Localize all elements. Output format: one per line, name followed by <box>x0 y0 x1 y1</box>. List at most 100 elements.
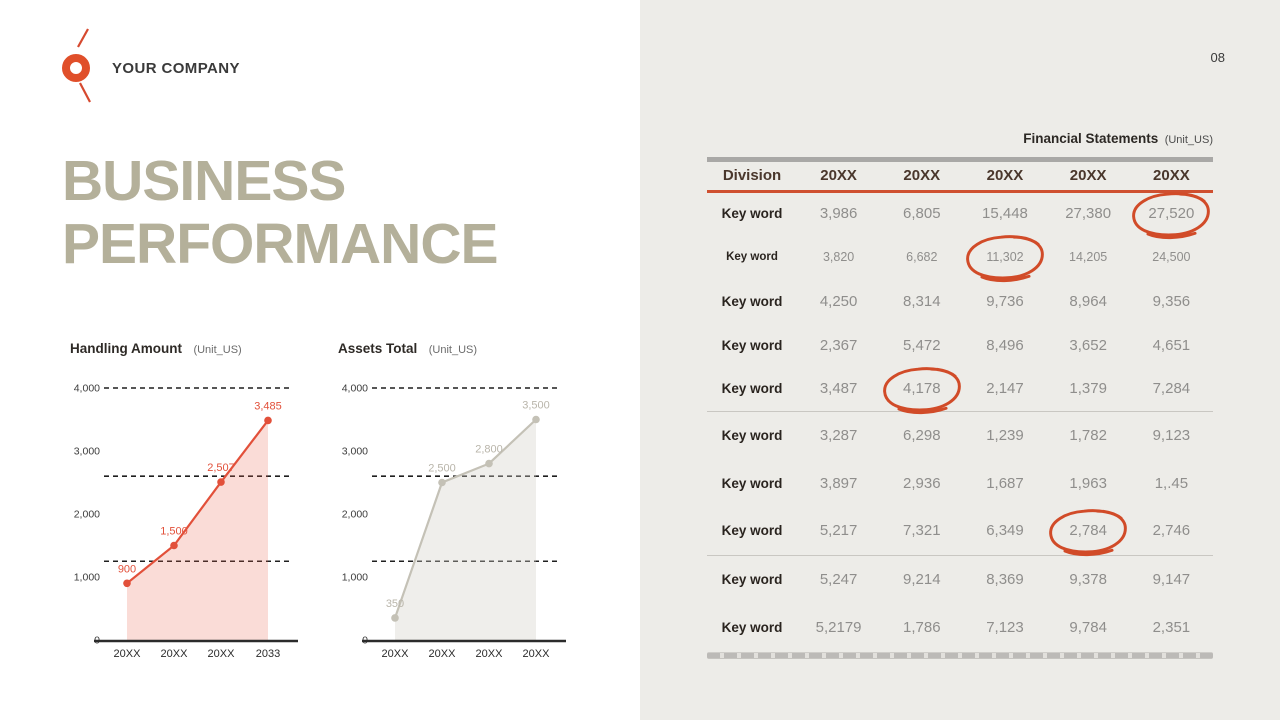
table-cell: 3,652 <box>1069 336 1107 354</box>
table-cell: 4,178 <box>880 366 964 414</box>
table-cell: 2,784 <box>1046 507 1130 556</box>
right-panel: 08 Financial Statements (Unit_US) Divisi… <box>640 0 1280 720</box>
table-cell: 2,746 <box>1129 507 1213 556</box>
table-cell: 6,298 <box>903 426 941 444</box>
row-label: Key word <box>721 427 783 443</box>
logo-ring-icon <box>62 28 91 103</box>
table-cell: 9,356 <box>1152 292 1191 310</box>
row-label: Key word <box>707 367 797 412</box>
svg-text:4,000: 4,000 <box>342 383 368 395</box>
highlight-circle-annotation <box>1049 508 1127 556</box>
table-cell: 1,782 <box>1069 426 1107 444</box>
column-header: 20XX <box>963 162 1047 193</box>
table-head: Division 20XX 20XX 20XX 20XX 20XX <box>707 162 1213 193</box>
assets-total-chart: 01,0002,0003,0004,00035020XX2,50020XX2,8… <box>342 383 566 660</box>
svg-text:20XX: 20XX <box>382 648 410 660</box>
table-cell: 4,651 <box>1152 336 1191 354</box>
row-label: Key word <box>721 619 783 635</box>
table-cell: 8,964 <box>1069 292 1107 310</box>
svg-text:20XX: 20XX <box>523 648 551 660</box>
table-cell: 1,379 <box>1046 367 1130 412</box>
table-cell: 3,287 <box>819 426 858 444</box>
table-row: Key word 3,897 2,936 1,687 1,963 1,.45 <box>707 459 1213 507</box>
svg-text:2033: 2033 <box>256 648 280 660</box>
svg-text:2,500: 2,500 <box>428 463 456 475</box>
row-label: Key word <box>721 475 783 491</box>
column-header: 20XX <box>1046 162 1130 193</box>
table-row: Key word 5,2179 1,786 7,123 9,784 2,351 <box>707 603 1213 651</box>
table-cell: 9,784 <box>1069 618 1107 636</box>
table-cell: 9,147 <box>1152 570 1191 588</box>
svg-text:900: 900 <box>118 563 136 575</box>
slide-title-line1: BUSINESS <box>62 149 346 213</box>
row-label: Key word <box>721 293 783 309</box>
slide-title: BUSINESS PERFORMANCE <box>62 149 499 276</box>
assets-total-chart-block: Assets Total (Unit_US) 01,0002,0003,0004… <box>326 334 584 666</box>
table-cell: 9,378 <box>1069 570 1107 588</box>
table-cell: 3,986 <box>819 205 858 223</box>
table-cell: 1,786 <box>903 618 941 636</box>
svg-text:20XX: 20XX <box>114 648 142 660</box>
svg-text:3,485: 3,485 <box>254 400 282 412</box>
table-cell: 6,349 <box>963 507 1047 556</box>
column-header: 20XX <box>1129 162 1213 193</box>
table-cell: 9,214 <box>903 570 941 588</box>
company-logo: YOUR COMPANY <box>56 26 240 110</box>
chart-title: Handling Amount <box>70 341 182 356</box>
row-label: Key word <box>726 251 778 263</box>
chart-unit-label: (Unit_US) <box>193 344 242 356</box>
table-bottom-bar <box>707 652 1213 659</box>
table-caption: Financial Statements (Unit_US) <box>707 130 1213 148</box>
svg-text:3,000: 3,000 <box>74 446 100 458</box>
table-unit-label: (Unit_US) <box>1164 134 1213 146</box>
table-cell: 4,250 <box>819 292 858 310</box>
svg-text:2,000: 2,000 <box>342 509 368 521</box>
svg-text:4,000: 4,000 <box>74 383 100 395</box>
table-cell: 5,472 <box>903 336 941 354</box>
table-row: Key word 5,217 7,321 6,349 2,784 2,746 <box>707 507 1213 556</box>
financial-statements-section: Financial Statements (Unit_US) Division 2… <box>707 130 1213 659</box>
table-cell: 7,321 <box>880 507 964 556</box>
table-row: Key word 3,820 6,682 11,302 14,205 24,500 <box>707 235 1213 283</box>
handling-amount-chart-block: Handling Amount (Unit_US) 01,0002,0003,0… <box>58 334 316 666</box>
svg-text:20XX: 20XX <box>208 648 236 660</box>
chart-header: Assets Total (Unit_US) <box>326 334 584 358</box>
table-cell: 1,239 <box>986 426 1024 444</box>
row-label: Key word <box>707 507 797 556</box>
slide-title-line2: PERFORMANCE <box>62 212 499 276</box>
table-cell: 3,820 <box>822 250 855 264</box>
table-row: Key word 4,250 8,314 9,736 8,964 9,356 <box>707 279 1213 323</box>
table-cell: 1,963 <box>1069 474 1107 492</box>
column-header: 20XX <box>880 162 964 193</box>
highlight-circle-annotation <box>882 366 961 414</box>
table-cell: 27,380 <box>1065 205 1112 223</box>
table-row: Key word 5,247 9,214 8,369 9,378 9,147 <box>707 555 1213 603</box>
table-row: Key word 2,367 5,472 8,496 3,652 4,651 <box>707 323 1213 367</box>
table-cell: 6,682 <box>906 250 938 264</box>
table-row: Key word 3,487 4,178 2,147 1,379 7,284 <box>707 366 1213 414</box>
left-panel: YOUR COMPANY BUSINESS PERFORMANCE Handli… <box>56 26 584 666</box>
column-header: Division <box>707 162 797 193</box>
table-cell: 8,369 <box>986 570 1024 588</box>
svg-text:3,500: 3,500 <box>522 400 550 412</box>
svg-text:1,000: 1,000 <box>74 572 100 584</box>
table-cell: 9,123 <box>1152 426 1191 444</box>
svg-text:1,500: 1,500 <box>160 526 188 538</box>
table-cell: 7,123 <box>986 618 1024 636</box>
table-cell: 2,147 <box>963 367 1047 412</box>
column-header: 20XX <box>797 162 881 193</box>
chart-header: Handling Amount (Unit_US) <box>58 334 316 358</box>
svg-text:2,800: 2,800 <box>475 444 503 456</box>
svg-text:3,000: 3,000 <box>342 446 368 458</box>
row-label: Key word <box>721 571 783 587</box>
table-cell: 3,487 <box>797 367 881 412</box>
table-cell: 8,496 <box>986 336 1024 354</box>
svg-text:20XX: 20XX <box>161 648 189 660</box>
table-cell: 8,314 <box>903 292 941 310</box>
table-cell: 27,520 <box>1130 191 1213 239</box>
table-cell: 6,805 <box>903 205 941 223</box>
company-name: YOUR COMPANY <box>112 59 240 77</box>
table-top-bar <box>707 157 1213 162</box>
table-cell: 3,897 <box>819 474 858 492</box>
